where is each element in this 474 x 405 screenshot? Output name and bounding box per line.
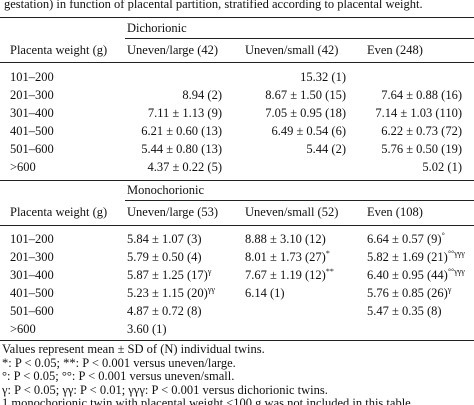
table-cell: 7.05 ± 0.95 (18) — [265, 105, 346, 120]
table-cell: 8.94 (2) — [182, 87, 222, 102]
table-rule — [0, 225, 474, 226]
table-cell: 5.44 (2) — [306, 141, 346, 156]
table-cell: 3.60 (1) — [127, 321, 167, 336]
column-header: Placenta weight (g) — [10, 204, 108, 219]
table-rule — [0, 62, 474, 63]
cell-value: 6.64 ± 0.57 (9) — [367, 231, 442, 246]
weight-label: 401–500 — [10, 285, 54, 300]
table-cell: 6.14 (1) — [245, 285, 285, 300]
section-title: Dichorionic — [127, 20, 187, 35]
weight-label: 401–500 — [10, 123, 54, 138]
cell-value: 5.76 ± 0.85 (26) — [367, 285, 448, 300]
table-cell: 15.32 (1) — [300, 69, 346, 84]
table-cell: 6.64 ± 0.57 (9)° — [367, 230, 445, 246]
footnote: °: P < 0.05; °°: P < 0.001 versus uneven… — [2, 368, 235, 383]
cell-value: 7.67 ± 1.19 (12) — [245, 267, 326, 282]
table-cell: 8.88 ± 3.10 (12) — [245, 231, 326, 246]
cell-value: 5.87 ± 1.25 (17) — [127, 267, 208, 282]
cell-value: 6.40 ± 0.95 (44) — [367, 267, 448, 282]
table-cell: 5.82 ± 1.69 (21)°°γγγ — [367, 248, 465, 264]
table-cell: 5.84 ± 1.07 (3) — [127, 231, 202, 246]
cell-value: 5.23 ± 1.15 (20) — [127, 285, 208, 300]
weight-label: 501–600 — [10, 141, 54, 156]
table-cell: 7.14 ± 1.03 (110) — [375, 105, 462, 120]
column-header: Placenta weight (g) — [10, 42, 108, 57]
footnote: γ: P < 0.05; γγ: P < 0.01; γγγ: P < 0.00… — [2, 382, 328, 397]
footnote: Values represent mean ± SD of (N) indivi… — [2, 341, 265, 356]
weight-label: >600 — [10, 159, 36, 174]
table-cell: 8.01 ± 1.73 (27)* — [245, 248, 330, 264]
table-cell: 7.64 ± 0.88 (16) — [381, 87, 462, 102]
cell-value: 5.82 ± 1.69 (21) — [367, 249, 448, 264]
table-cell: 6.22 ± 0.73 (72) — [381, 123, 462, 138]
cell-value: 8.01 ± 1.73 (27) — [245, 249, 326, 264]
significance-mark: γ — [447, 284, 452, 294]
column-header: Uneven/small (42) — [245, 42, 339, 57]
weight-label: 301–400 — [10, 267, 54, 282]
column-header: Uneven/large (42) — [127, 42, 219, 57]
table-cell: 5.76 ± 0.85 (26)γ — [367, 284, 452, 300]
table-cell: 4.87 ± 0.72 (8) — [127, 303, 202, 318]
table-cell: 5.44 ± 0.80 (13) — [141, 141, 222, 156]
significance-mark: °°γγγ — [447, 248, 465, 258]
column-header: Uneven/small (52) — [245, 204, 339, 219]
weight-label: 101–200 — [10, 69, 54, 84]
footnote: 1 monochorionic twin with placental weig… — [2, 395, 414, 405]
weight-label: >600 — [10, 321, 36, 336]
weight-label: 201–300 — [10, 249, 54, 264]
table-cell: 4.37 ± 0.22 (5) — [147, 159, 222, 174]
table-cell: 5.87 ± 1.25 (17)γ — [127, 266, 212, 282]
section-title: Monochorionic — [127, 182, 205, 197]
significance-mark: ° — [441, 230, 445, 240]
footnote: *: P < 0.05; **: P < 0.001 versus uneven… — [2, 355, 236, 370]
table-cell: 5.02 (1) — [422, 159, 462, 174]
table-rule — [0, 17, 474, 18]
table-rule — [0, 340, 474, 341]
weight-label: 301–400 — [10, 105, 54, 120]
table-caption: gestation) in function of placental part… — [4, 0, 423, 11]
table-cell: 7.67 ± 1.19 (12)** — [245, 266, 334, 282]
significance-mark: ** — [325, 266, 334, 276]
table-cell: 5.23 ± 1.15 (20)γγ — [127, 284, 215, 300]
table-cell: 6.49 ± 0.54 (6) — [271, 123, 346, 138]
table-cell: 6.21 ± 0.60 (13) — [141, 123, 222, 138]
table-cell: 5.47 ± 0.35 (8) — [367, 303, 442, 318]
column-header: Uneven/large (53) — [127, 204, 219, 219]
column-header: Even (248) — [367, 42, 423, 57]
column-header: Even (108) — [367, 204, 423, 219]
table-rule — [0, 180, 474, 181]
significance-mark: γ — [207, 266, 212, 276]
weight-label: 501–600 — [10, 303, 54, 318]
weight-label: 201–300 — [10, 87, 54, 102]
table-cell: 8.67 ± 1.50 (15) — [265, 87, 346, 102]
table-cell: 6.40 ± 0.95 (44)°°γγγ — [367, 266, 465, 282]
table-cell: 7.11 ± 1.13 (9) — [147, 105, 222, 120]
significance-mark: °°γγγ — [447, 266, 465, 276]
table-rule — [125, 38, 474, 39]
table-cell: 5.76 ± 0.50 (19) — [381, 141, 462, 156]
table-rule — [125, 200, 474, 201]
significance-mark: * — [325, 248, 330, 258]
table-cell: 5.79 ± 0.50 (4) — [127, 249, 202, 264]
significance-mark: γγ — [207, 284, 215, 294]
weight-label: 101–200 — [10, 231, 54, 246]
